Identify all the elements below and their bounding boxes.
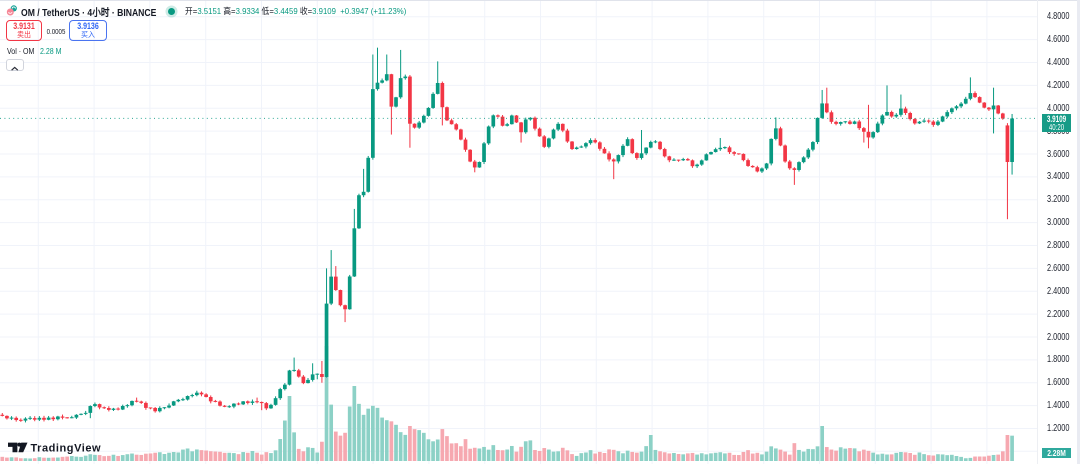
svg-text:TradingView: TradingView [31,442,102,454]
